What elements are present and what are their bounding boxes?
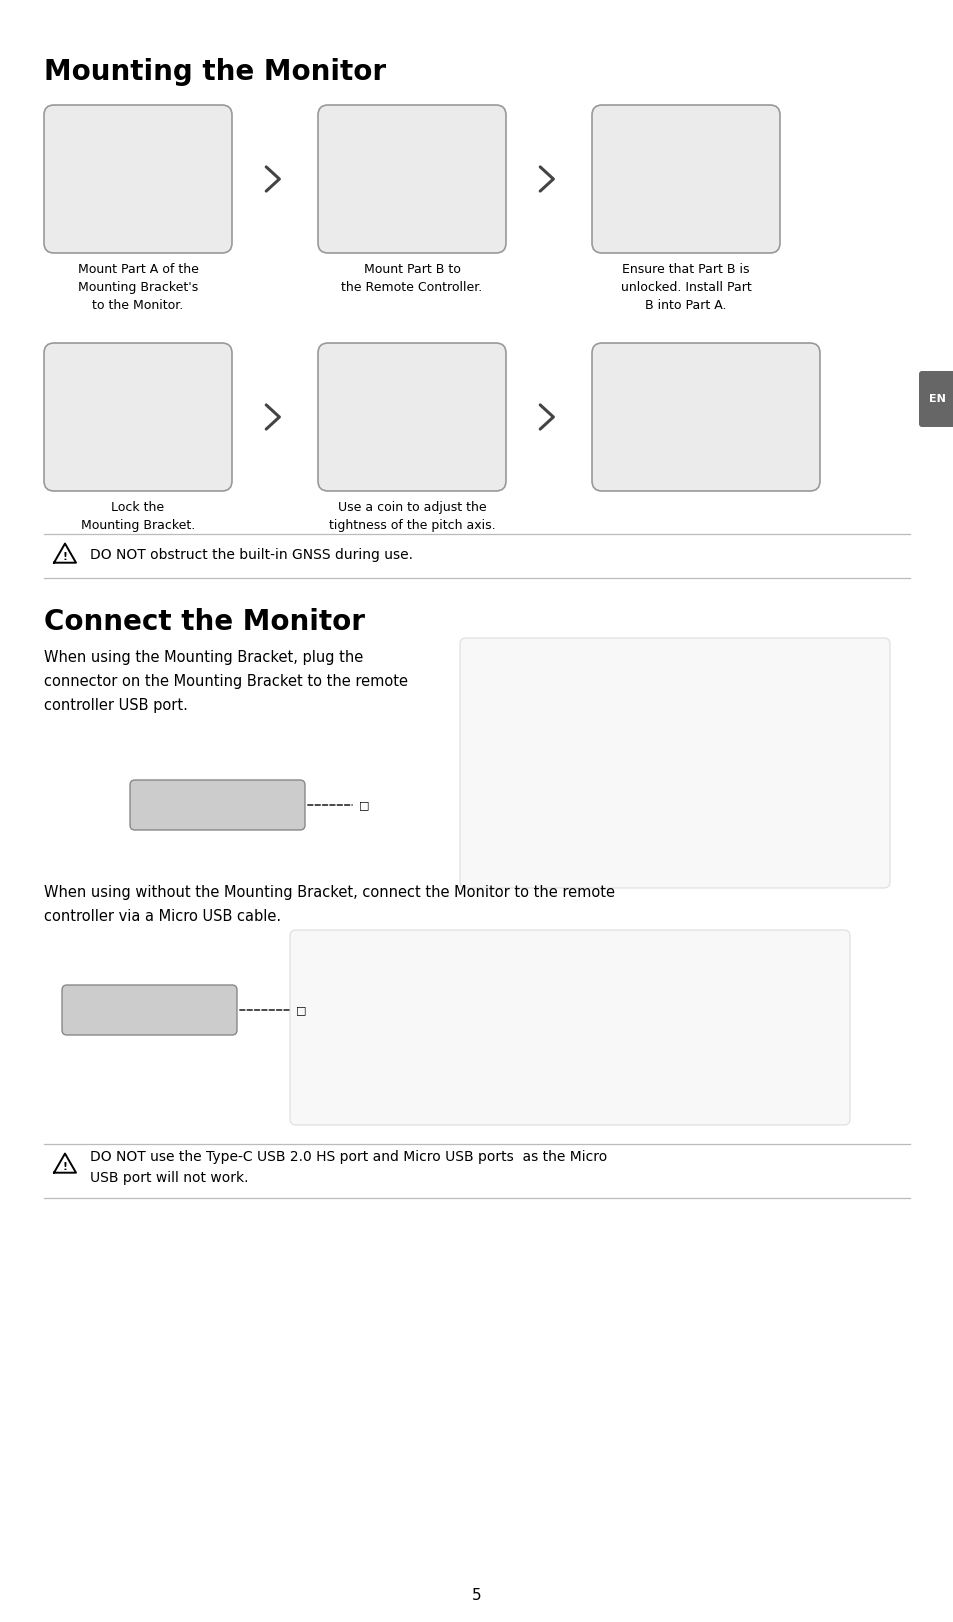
FancyBboxPatch shape	[290, 929, 849, 1126]
Text: Mount Part B to
the Remote Controller.: Mount Part B to the Remote Controller.	[341, 263, 482, 294]
Text: When using without the Mounting Bracket, connect the Monitor to the remote
contr: When using without the Mounting Bracket,…	[44, 886, 615, 925]
FancyBboxPatch shape	[130, 780, 305, 830]
Text: Mount Part A of the
Mounting Bracket's
to the Monitor.: Mount Part A of the Mounting Bracket's t…	[77, 263, 198, 311]
FancyBboxPatch shape	[592, 342, 820, 491]
Text: Use a coin to adjust the
tightness of the pitch axis.: Use a coin to adjust the tightness of th…	[329, 501, 495, 532]
FancyBboxPatch shape	[317, 342, 505, 491]
Polygon shape	[54, 1153, 76, 1173]
FancyBboxPatch shape	[592, 105, 780, 253]
FancyBboxPatch shape	[918, 371, 953, 427]
Text: □: □	[295, 1006, 306, 1015]
Text: DO NOT obstruct the built-in GNSS during use.: DO NOT obstruct the built-in GNSS during…	[90, 548, 413, 561]
Polygon shape	[54, 543, 76, 563]
Text: DO NOT use the Type-C USB 2.0 HS port and Micro USB ports  as the Micro
USB port: DO NOT use the Type-C USB 2.0 HS port an…	[90, 1150, 607, 1184]
FancyBboxPatch shape	[317, 105, 505, 253]
Text: When using the Mounting Bracket, plug the
connector on the Mounting Bracket to t: When using the Mounting Bracket, plug th…	[44, 650, 408, 714]
Text: !: !	[63, 1161, 68, 1173]
FancyBboxPatch shape	[62, 985, 236, 1035]
Text: !: !	[63, 551, 68, 561]
Text: Mounting the Monitor: Mounting the Monitor	[44, 58, 386, 86]
FancyBboxPatch shape	[44, 105, 232, 253]
FancyBboxPatch shape	[44, 342, 232, 491]
Text: □: □	[358, 800, 369, 809]
Text: Connect the Monitor: Connect the Monitor	[44, 608, 365, 636]
Text: Ensure that Part B is
unlocked. Install Part
B into Part A.: Ensure that Part B is unlocked. Install …	[620, 263, 751, 311]
FancyBboxPatch shape	[459, 637, 889, 887]
Text: 5: 5	[472, 1588, 481, 1603]
Text: EN: EN	[928, 394, 945, 404]
Text: Lock the
Mounting Bracket.: Lock the Mounting Bracket.	[81, 501, 195, 532]
